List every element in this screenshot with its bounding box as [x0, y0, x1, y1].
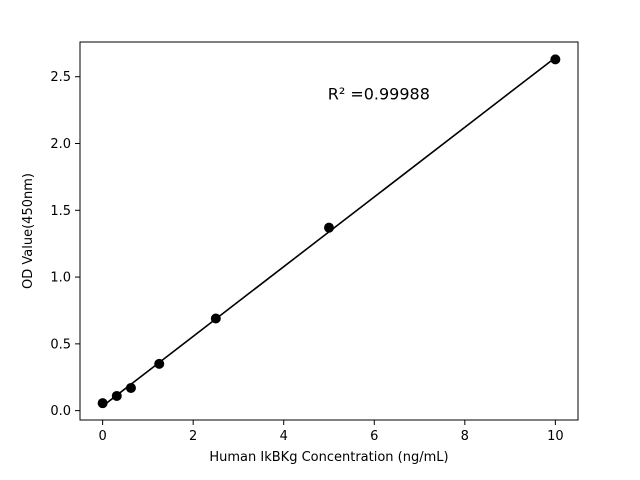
data-point	[550, 54, 561, 65]
x-axis-tick-label: 2	[189, 429, 197, 444]
y-axis-tick-label: 1.5	[50, 204, 71, 219]
r-squared-annotation: R² =0.99988	[328, 84, 430, 103]
plot-area-box	[79, 41, 579, 421]
x-axis-tick-label: 6	[370, 429, 378, 444]
y-axis-tick-label: 0.5	[50, 337, 71, 352]
x-axis-tick-label: 8	[461, 429, 469, 444]
y-axis-tick-label: 0.0	[50, 404, 71, 419]
x-axis-tick-label: 0	[98, 429, 106, 444]
data-point	[324, 222, 334, 233]
x-axis-tick-label: 4	[280, 429, 288, 444]
y-axis-label: OD Value(450nm)	[21, 173, 36, 289]
data-point	[154, 358, 165, 369]
y-axis-tick-label: 1.0	[50, 271, 71, 286]
y-axis-tick-label: 2.0	[50, 137, 71, 152]
data-point	[111, 390, 122, 401]
y-axis-tick-label: 2.5	[50, 70, 71, 85]
data-point	[97, 398, 108, 409]
x-axis-tick-label: 10	[547, 429, 564, 444]
x-axis-label: Human IkBKg Concentration (ng/mL)	[209, 450, 448, 465]
data-point	[125, 382, 136, 393]
data-point	[210, 313, 221, 324]
